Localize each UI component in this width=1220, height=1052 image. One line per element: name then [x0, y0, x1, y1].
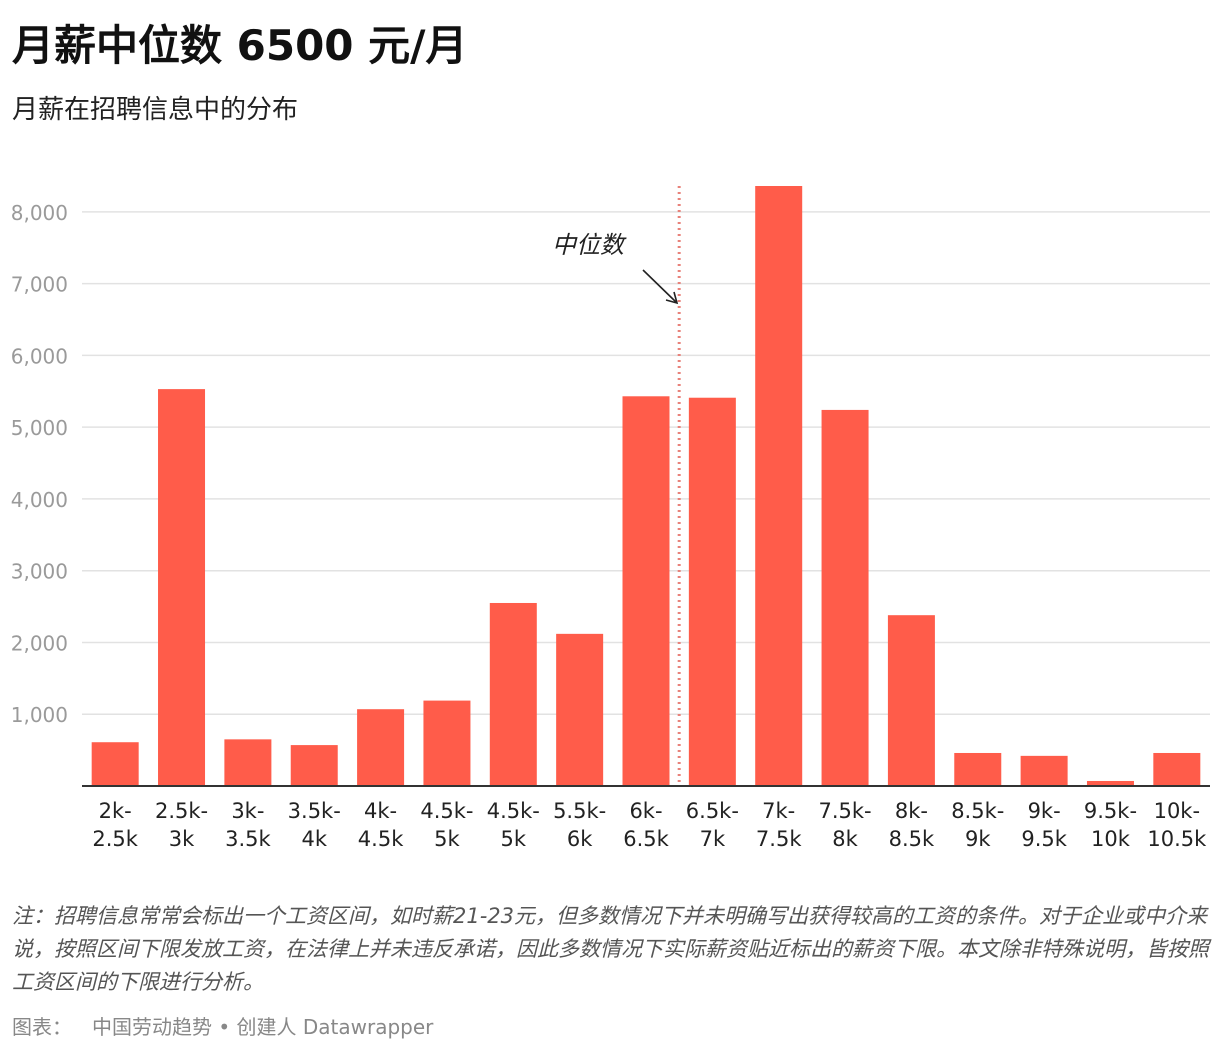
source-text: 中国劳动趋势 • 创建人 Datawrapper	[92, 1015, 434, 1039]
x-tick-label: 9.5k-10k	[1084, 799, 1137, 851]
y-tick-label: 4,000	[11, 488, 68, 512]
x-tick-label: 6.5k-7k	[686, 799, 739, 851]
x-tick-label: 4k-4.5k	[358, 799, 404, 851]
bar	[1153, 752, 1201, 786]
median-annotation: 中位数	[552, 231, 627, 259]
x-tick-label: 2.5k-3k	[155, 799, 208, 851]
y-tick-label: 7,000	[11, 273, 68, 297]
bar	[158, 389, 206, 786]
y-tick-label: 3,000	[11, 560, 68, 584]
y-tick-label: 1,000	[11, 703, 68, 727]
bar	[755, 186, 803, 786]
bar	[1020, 755, 1068, 786]
x-tick-label: 3.5k-4k	[288, 799, 341, 851]
y-tick-label: 5,000	[11, 416, 68, 440]
x-tick-label: 8k-8.5k	[889, 799, 935, 851]
annotation-arrow	[642, 269, 678, 304]
bar	[954, 752, 1002, 786]
x-tick-label: 8.5k-9k	[951, 799, 1004, 851]
bar	[622, 396, 670, 786]
bar	[1086, 780, 1134, 786]
y-tick-label: 2,000	[11, 631, 68, 655]
x-tick-label: 6k-6.5k	[623, 799, 669, 851]
bar	[556, 633, 604, 786]
bar	[423, 700, 471, 786]
x-tick-label: 3k-3.5k	[225, 799, 271, 851]
chart-subtitle: 月薪在招聘信息中的分布	[12, 95, 299, 125]
x-tick-label: 7.5k-8k	[818, 799, 871, 851]
chart-note: 注：招聘信息常常会标出一个工资区间，如时薪21-23元，但多数情况下并未明确写出…	[12, 904, 1209, 994]
x-tick-label: 5.5k-6k	[553, 799, 606, 851]
bar	[688, 397, 736, 786]
x-tick-label: 2k-2.5k	[92, 799, 138, 851]
x-tick-label: 4.5k-5k	[420, 799, 473, 851]
bar	[357, 709, 405, 786]
bar	[290, 745, 338, 786]
bar	[91, 742, 139, 786]
bar	[489, 602, 537, 786]
source-label: 图表：	[12, 1015, 72, 1039]
x-tick-label: 9k-9.5k	[1021, 799, 1067, 851]
y-tick-label: 8,000	[11, 201, 68, 225]
y-tick-label: 6,000	[11, 344, 68, 368]
annotation-arrowhead	[665, 291, 679, 305]
x-tick-label: 10k-10.5k	[1147, 799, 1207, 851]
chart-title: 月薪中位数 6500 元/月	[12, 21, 468, 70]
chart-source: 图表： 中国劳动趋势 • 创建人 Datawrapper	[12, 1012, 433, 1042]
x-tick-label: 7k-7.5k	[756, 799, 802, 851]
bar-chart: 1,000 2,000 3,000 4,000 5,000 6,000 7,000 8,000…	[11, 186, 1210, 851]
bar	[821, 409, 869, 786]
x-tick-label: 4.5k-5k	[487, 799, 540, 851]
bar	[887, 615, 935, 786]
bar	[224, 739, 272, 786]
